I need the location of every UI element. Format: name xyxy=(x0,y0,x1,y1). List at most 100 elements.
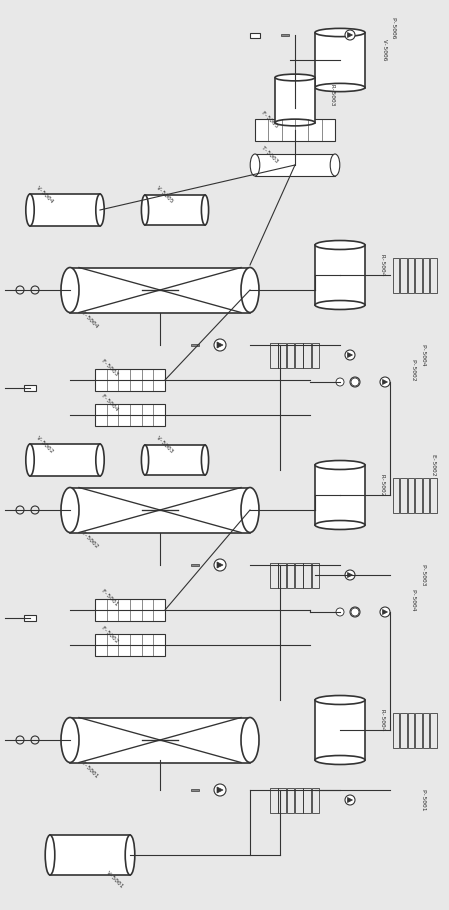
Bar xyxy=(30,194,100,226)
Bar xyxy=(191,563,199,566)
Bar xyxy=(415,478,422,512)
Ellipse shape xyxy=(315,300,365,309)
Circle shape xyxy=(336,378,344,386)
Circle shape xyxy=(345,350,355,360)
Bar xyxy=(255,154,335,176)
Text: P-5001: P-5001 xyxy=(420,789,425,811)
Bar xyxy=(286,562,294,588)
Bar xyxy=(70,268,250,312)
Circle shape xyxy=(380,607,390,617)
Ellipse shape xyxy=(26,444,34,476)
Text: P-5004: P-5004 xyxy=(410,589,415,612)
Ellipse shape xyxy=(202,445,209,475)
Bar xyxy=(295,562,303,588)
Ellipse shape xyxy=(315,521,365,530)
Ellipse shape xyxy=(315,695,365,704)
Bar xyxy=(400,478,407,512)
Ellipse shape xyxy=(241,268,259,312)
Bar xyxy=(408,478,414,512)
Ellipse shape xyxy=(250,154,260,176)
Bar xyxy=(286,342,294,368)
Ellipse shape xyxy=(315,240,365,249)
Bar xyxy=(312,562,319,588)
Ellipse shape xyxy=(315,755,365,764)
Polygon shape xyxy=(383,379,387,385)
Bar xyxy=(191,344,199,347)
Bar xyxy=(415,258,422,292)
Bar xyxy=(95,369,165,391)
Bar xyxy=(270,787,277,813)
Bar xyxy=(408,258,414,292)
Bar xyxy=(295,342,303,368)
Text: R-5003: R-5003 xyxy=(330,84,335,106)
Ellipse shape xyxy=(96,194,104,226)
Bar xyxy=(270,342,277,368)
Circle shape xyxy=(336,608,344,616)
Circle shape xyxy=(214,339,226,351)
Bar xyxy=(415,713,422,747)
Bar xyxy=(312,787,319,813)
Polygon shape xyxy=(348,33,352,37)
Text: F-5005: F-5005 xyxy=(260,110,279,130)
Bar xyxy=(281,34,289,36)
Bar xyxy=(70,488,250,532)
Text: P-5002: P-5002 xyxy=(410,359,415,381)
Bar xyxy=(145,195,205,225)
Bar xyxy=(392,258,399,292)
Bar xyxy=(24,385,36,391)
Polygon shape xyxy=(217,562,223,568)
Text: V-5002: V-5002 xyxy=(35,435,54,455)
Ellipse shape xyxy=(61,268,79,312)
Ellipse shape xyxy=(315,28,365,36)
Bar xyxy=(30,444,100,476)
Bar xyxy=(312,342,319,368)
Circle shape xyxy=(351,608,359,616)
Bar xyxy=(400,713,407,747)
Bar xyxy=(423,713,429,747)
Ellipse shape xyxy=(202,195,209,225)
Text: T-5003: T-5003 xyxy=(260,146,279,165)
Circle shape xyxy=(345,570,355,580)
Ellipse shape xyxy=(61,488,79,532)
Circle shape xyxy=(214,784,226,796)
Ellipse shape xyxy=(45,835,55,875)
Bar xyxy=(278,787,286,813)
Bar xyxy=(430,258,437,292)
Text: V-5001: V-5001 xyxy=(105,870,124,890)
Polygon shape xyxy=(348,352,352,358)
Ellipse shape xyxy=(125,835,135,875)
Polygon shape xyxy=(352,610,357,614)
Bar xyxy=(315,245,365,305)
Ellipse shape xyxy=(96,444,104,476)
Bar xyxy=(95,404,165,426)
Bar xyxy=(392,478,399,512)
Ellipse shape xyxy=(241,717,259,763)
Text: F-5001: F-5001 xyxy=(100,588,119,608)
Bar xyxy=(145,445,205,475)
Bar xyxy=(304,342,311,368)
Text: F-5004: F-5004 xyxy=(100,393,119,413)
Ellipse shape xyxy=(315,460,365,470)
Text: R-5004: R-5004 xyxy=(380,254,385,277)
Text: E-5002: E-5002 xyxy=(430,454,435,476)
Bar xyxy=(423,258,429,292)
Bar xyxy=(191,789,199,792)
Text: V-5004: V-5004 xyxy=(35,186,54,205)
Circle shape xyxy=(345,30,355,40)
Bar xyxy=(430,713,437,747)
Circle shape xyxy=(351,378,359,386)
Bar xyxy=(250,33,260,37)
Text: P-5004: P-5004 xyxy=(420,344,425,366)
Text: T-5004: T-5004 xyxy=(80,310,99,329)
Circle shape xyxy=(380,377,390,387)
Bar xyxy=(408,713,414,747)
Polygon shape xyxy=(348,797,352,803)
Text: V-5005: V-5005 xyxy=(155,186,175,205)
Polygon shape xyxy=(217,342,223,348)
Bar xyxy=(315,700,365,760)
Text: R-5002: R-5002 xyxy=(380,474,385,496)
Bar xyxy=(278,342,286,368)
Polygon shape xyxy=(352,379,357,385)
Bar xyxy=(400,258,407,292)
Circle shape xyxy=(214,559,226,571)
